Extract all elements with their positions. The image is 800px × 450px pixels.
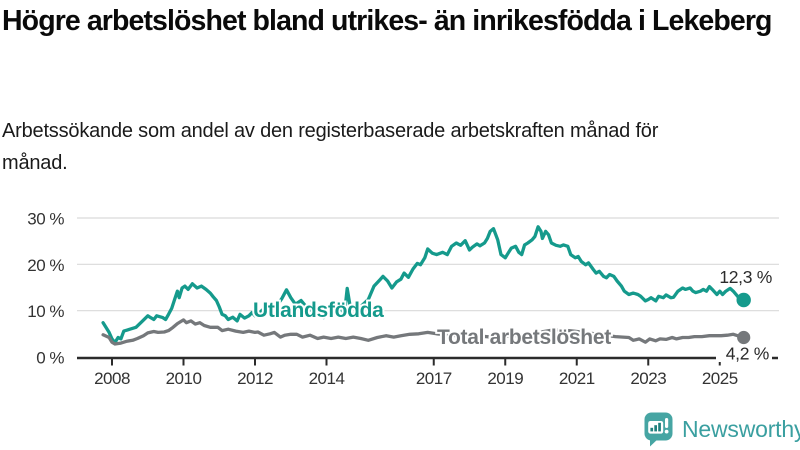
y-axis-label-20: 20 %	[27, 256, 64, 275]
newsworthy-chart-speech-bubble-icon	[644, 412, 673, 447]
y-axis-label-10: 10 %	[27, 302, 64, 321]
x-axis-label-2017: 2017	[416, 369, 452, 388]
x-axis-label-2025: 2025	[702, 369, 738, 388]
brand-name: Newsworthy	[682, 416, 800, 442]
series-label-utlandsfodda: Utlandsfödda	[253, 299, 384, 322]
x-axis-label-2023: 2023	[630, 369, 666, 388]
end-value-label-backdrop	[716, 347, 772, 362]
end-point-marker-utlandsfodda	[736, 292, 751, 308]
end-point-marker-total-arbetsloshet	[737, 330, 751, 345]
x-axis-label-2008: 2008	[94, 369, 130, 388]
x-axis-label-2012: 2012	[237, 369, 273, 388]
series-label-total-arbetsloshet: Total arbetslöshet	[437, 326, 611, 349]
series-line-utlandsfodda	[101, 225, 746, 345]
line-chart-svg: 0 % 10 % 20 % 30 % 2008 2010 2012 2014 2017 2019 2…	[27, 210, 779, 388]
brand-footer: Newsworthy	[644, 412, 800, 447]
series-line-total-arbetsloshet	[101, 318, 746, 346]
x-axis-label-2014: 2014	[309, 369, 345, 388]
x-axis-label-2021: 2021	[559, 369, 595, 388]
x-axis-label-2010: 2010	[166, 369, 202, 388]
y-axis-label-30: 30 %	[27, 210, 64, 229]
y-axis-label-0: 0 %	[36, 349, 64, 368]
chart-title: Högre arbetslöshet bland utrikes- än inr…	[2, 5, 772, 37]
end-value-label-total-arbetsloshet: 4,2 %	[726, 344, 769, 364]
x-axis-label-2019: 2019	[487, 369, 523, 388]
end-value-label-utlandsfodda: 12,3 %	[719, 267, 772, 287]
chart-subtitle: Arbetssökande som andel av den registerb…	[2, 120, 659, 175]
